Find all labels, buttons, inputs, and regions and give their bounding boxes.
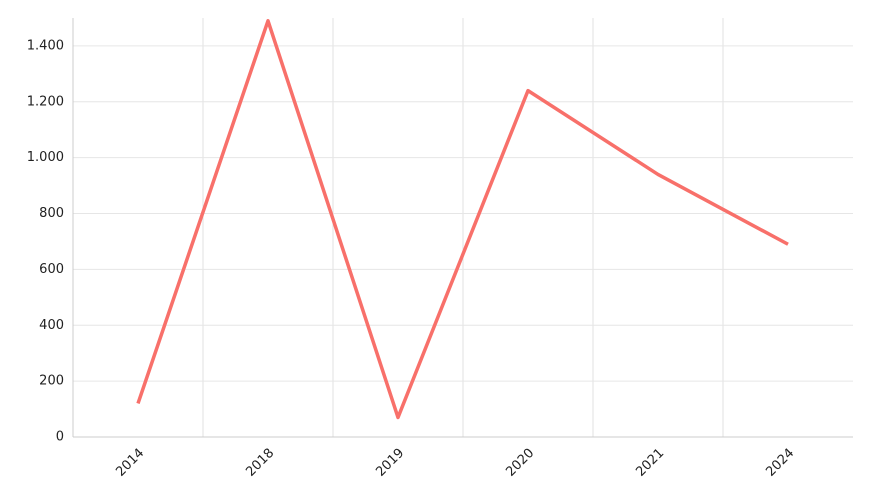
x-tick-label: 2020 (503, 446, 537, 480)
y-tick-label: 1.000 (27, 150, 64, 165)
y-tick-label: 1.200 (27, 94, 64, 109)
y-tick-label: 400 (39, 318, 64, 333)
x-tick-label: 2019 (373, 446, 407, 480)
y-tick-label: 800 (39, 206, 64, 221)
y-tick-label: 200 (39, 374, 64, 389)
y-tick-label: 0 (56, 430, 64, 445)
data-line (136, 19, 789, 420)
y-tick-label: 1.400 (27, 38, 64, 53)
y-tick-label: 600 (39, 262, 64, 277)
x-tick-label: 2014 (113, 446, 147, 480)
x-tick-label: 2024 (763, 446, 797, 480)
x-tick-label: 2018 (243, 446, 277, 480)
x-tick-label: 2021 (633, 446, 667, 480)
